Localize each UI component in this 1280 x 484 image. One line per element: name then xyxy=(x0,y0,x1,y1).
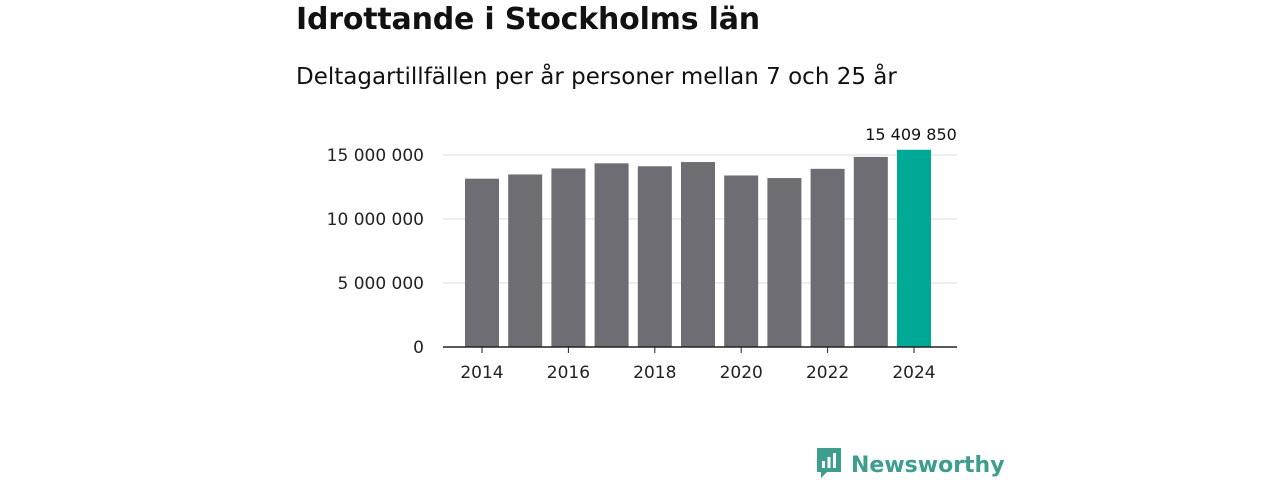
label-layer: 0 5 000 000 10 000 000 15 000 000 2014 2016 20… xyxy=(327,125,957,383)
bar xyxy=(508,174,543,347)
bar xyxy=(853,156,888,347)
y-tick-label: 5 000 000 xyxy=(337,274,424,294)
y-tick-label: 10 000 000 xyxy=(327,210,424,230)
bar xyxy=(724,175,759,347)
x-tick-label: 2014 xyxy=(460,363,503,383)
y-tick-label: 15 000 000 xyxy=(327,146,424,166)
x-tick-label: 2020 xyxy=(720,363,763,383)
bar xyxy=(594,163,629,347)
brand-logo: Newsworthy xyxy=(815,446,1005,484)
x-tick-label: 2024 xyxy=(892,363,935,383)
x-tick-label: 2022 xyxy=(806,363,849,383)
highlight-data-label: 15 409 850 xyxy=(865,125,957,144)
bar-chart-badge-icon xyxy=(815,446,843,484)
y-tick-label: 0 xyxy=(413,338,424,358)
bar xyxy=(551,168,586,347)
chart-title: Idrottande i Stockholms län xyxy=(296,2,760,37)
bar xyxy=(465,178,499,347)
bar xyxy=(637,166,672,347)
chart-subtitle: Deltagartillfällen per år personer mella… xyxy=(296,64,897,90)
bar-highlight xyxy=(897,149,931,347)
axis-layer xyxy=(443,346,957,353)
brand-name: Newsworthy xyxy=(851,452,1005,478)
x-tick-label: 2016 xyxy=(547,363,590,383)
bar xyxy=(767,178,802,347)
bar xyxy=(681,162,715,347)
x-tick-label: 2018 xyxy=(633,363,676,383)
bar xyxy=(810,168,845,347)
bar-layer xyxy=(465,149,931,347)
